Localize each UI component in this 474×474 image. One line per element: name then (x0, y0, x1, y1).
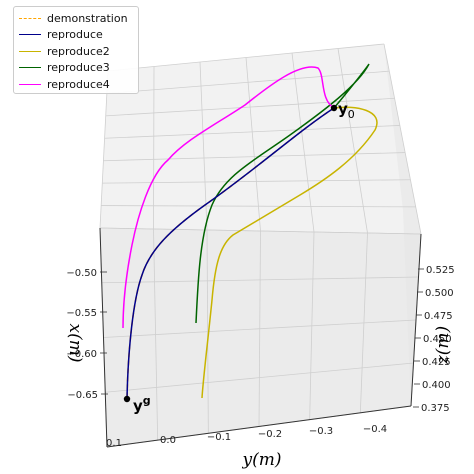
legend-label: reproduce2 (47, 44, 110, 58)
legend-swatch-demonstration (19, 17, 41, 19)
legend-swatch-reproduce4 (19, 83, 41, 85)
z-tick-label: 0.450 (423, 334, 452, 345)
svg-text:yg: yg (133, 394, 151, 415)
y-tick-label: −0.4 (363, 424, 387, 435)
grid-line (383, 43, 422, 235)
grid-line (107, 43, 385, 72)
y-tick-label: −0.3 (309, 426, 333, 437)
floor-pane (100, 228, 421, 447)
start-point-subscript: 0 (348, 108, 355, 121)
legend-entry: reproduce (19, 27, 133, 44)
legend-entry: reproduce4 (19, 76, 133, 93)
x-tick-label: −0.50 (66, 268, 97, 279)
tick-labels: −0.50 −0.55 −0.60 −0.65 0.1 0.0 −0.1 −0.2 −0.3 −0… (66, 265, 454, 449)
z-axis-line (410, 233, 422, 407)
x-axis-label: x(m) (65, 324, 85, 363)
legend-label: reproduce (47, 28, 103, 42)
legend-entry: reproduce2 (19, 43, 133, 60)
grid-line (103, 319, 417, 338)
grid-line (199, 61, 208, 231)
goal-point-annotation: yg (123, 394, 151, 415)
series-line-reproduce4 (122, 66, 335, 329)
legend-entry: demonstration (19, 10, 133, 27)
y-tick-label: −0.1 (207, 432, 231, 443)
grid-line (101, 205, 416, 208)
start-point-marker (330, 104, 338, 112)
grid-line (105, 362, 414, 393)
grid-line (102, 179, 411, 184)
grid-line (99, 70, 109, 229)
z-axis-label: z(m) (433, 326, 453, 365)
y-axis-label: y(m) (242, 450, 282, 470)
z-tick-label: 0.375 (421, 403, 450, 414)
legend-label: reproduce4 (47, 77, 110, 91)
series-line-reproduce3 (195, 63, 370, 324)
y-axis-line (106, 405, 412, 448)
goal-point-superscript: g (143, 394, 151, 407)
grid-line (99, 227, 422, 235)
z-tick-label: 0.475 (424, 311, 453, 322)
series-line-reproduce (126, 107, 335, 400)
legend-swatch-reproduce2 (19, 50, 41, 52)
goal-point-label: y (133, 397, 143, 415)
legend-swatch-reproduce (19, 34, 41, 36)
svg-text:y0: y0 (338, 100, 355, 121)
legend-label: demonstration (47, 11, 128, 25)
z-tick-label: 0.525 (426, 265, 455, 276)
x-tick-label: −0.60 (66, 349, 97, 360)
grid-line (105, 97, 395, 117)
axis-lines (99, 227, 422, 448)
legend-swatch-reproduce3 (19, 67, 41, 69)
y-tick-label: 0.1 (106, 438, 122, 449)
axis-panes (100, 44, 421, 447)
goal-point-marker (123, 395, 131, 403)
legend-label: reproduce3 (47, 61, 110, 75)
grid-line (291, 52, 315, 233)
grid-line (104, 125, 400, 139)
series-line-reproduce2 (201, 106, 378, 399)
side-pane (384, 44, 421, 406)
z-tick-label: 0.500 (425, 288, 454, 299)
y-tick-label: 0.0 (160, 435, 176, 446)
z-tick-label: 0.425 (422, 357, 451, 368)
y-tick-label: −0.2 (258, 429, 282, 440)
start-point-label: y (338, 100, 348, 118)
x-tick-label: −0.65 (67, 390, 98, 401)
legend-entry: reproduce3 (19, 60, 133, 77)
x-tick-label: −0.55 (66, 308, 97, 319)
z-tick-label: 0.400 (422, 380, 451, 391)
series-lines (122, 63, 378, 400)
grid-line (106, 70, 390, 94)
grid-line (153, 66, 155, 230)
x-axis-line (99, 227, 108, 448)
start-point-annotation: y0 (330, 100, 355, 121)
grid-line (101, 276, 419, 284)
grid-line (245, 57, 261, 232)
back-pane (100, 44, 421, 234)
grid-line (337, 48, 368, 234)
legend: demonstration reproduce reproduce2 repro… (13, 6, 139, 94)
